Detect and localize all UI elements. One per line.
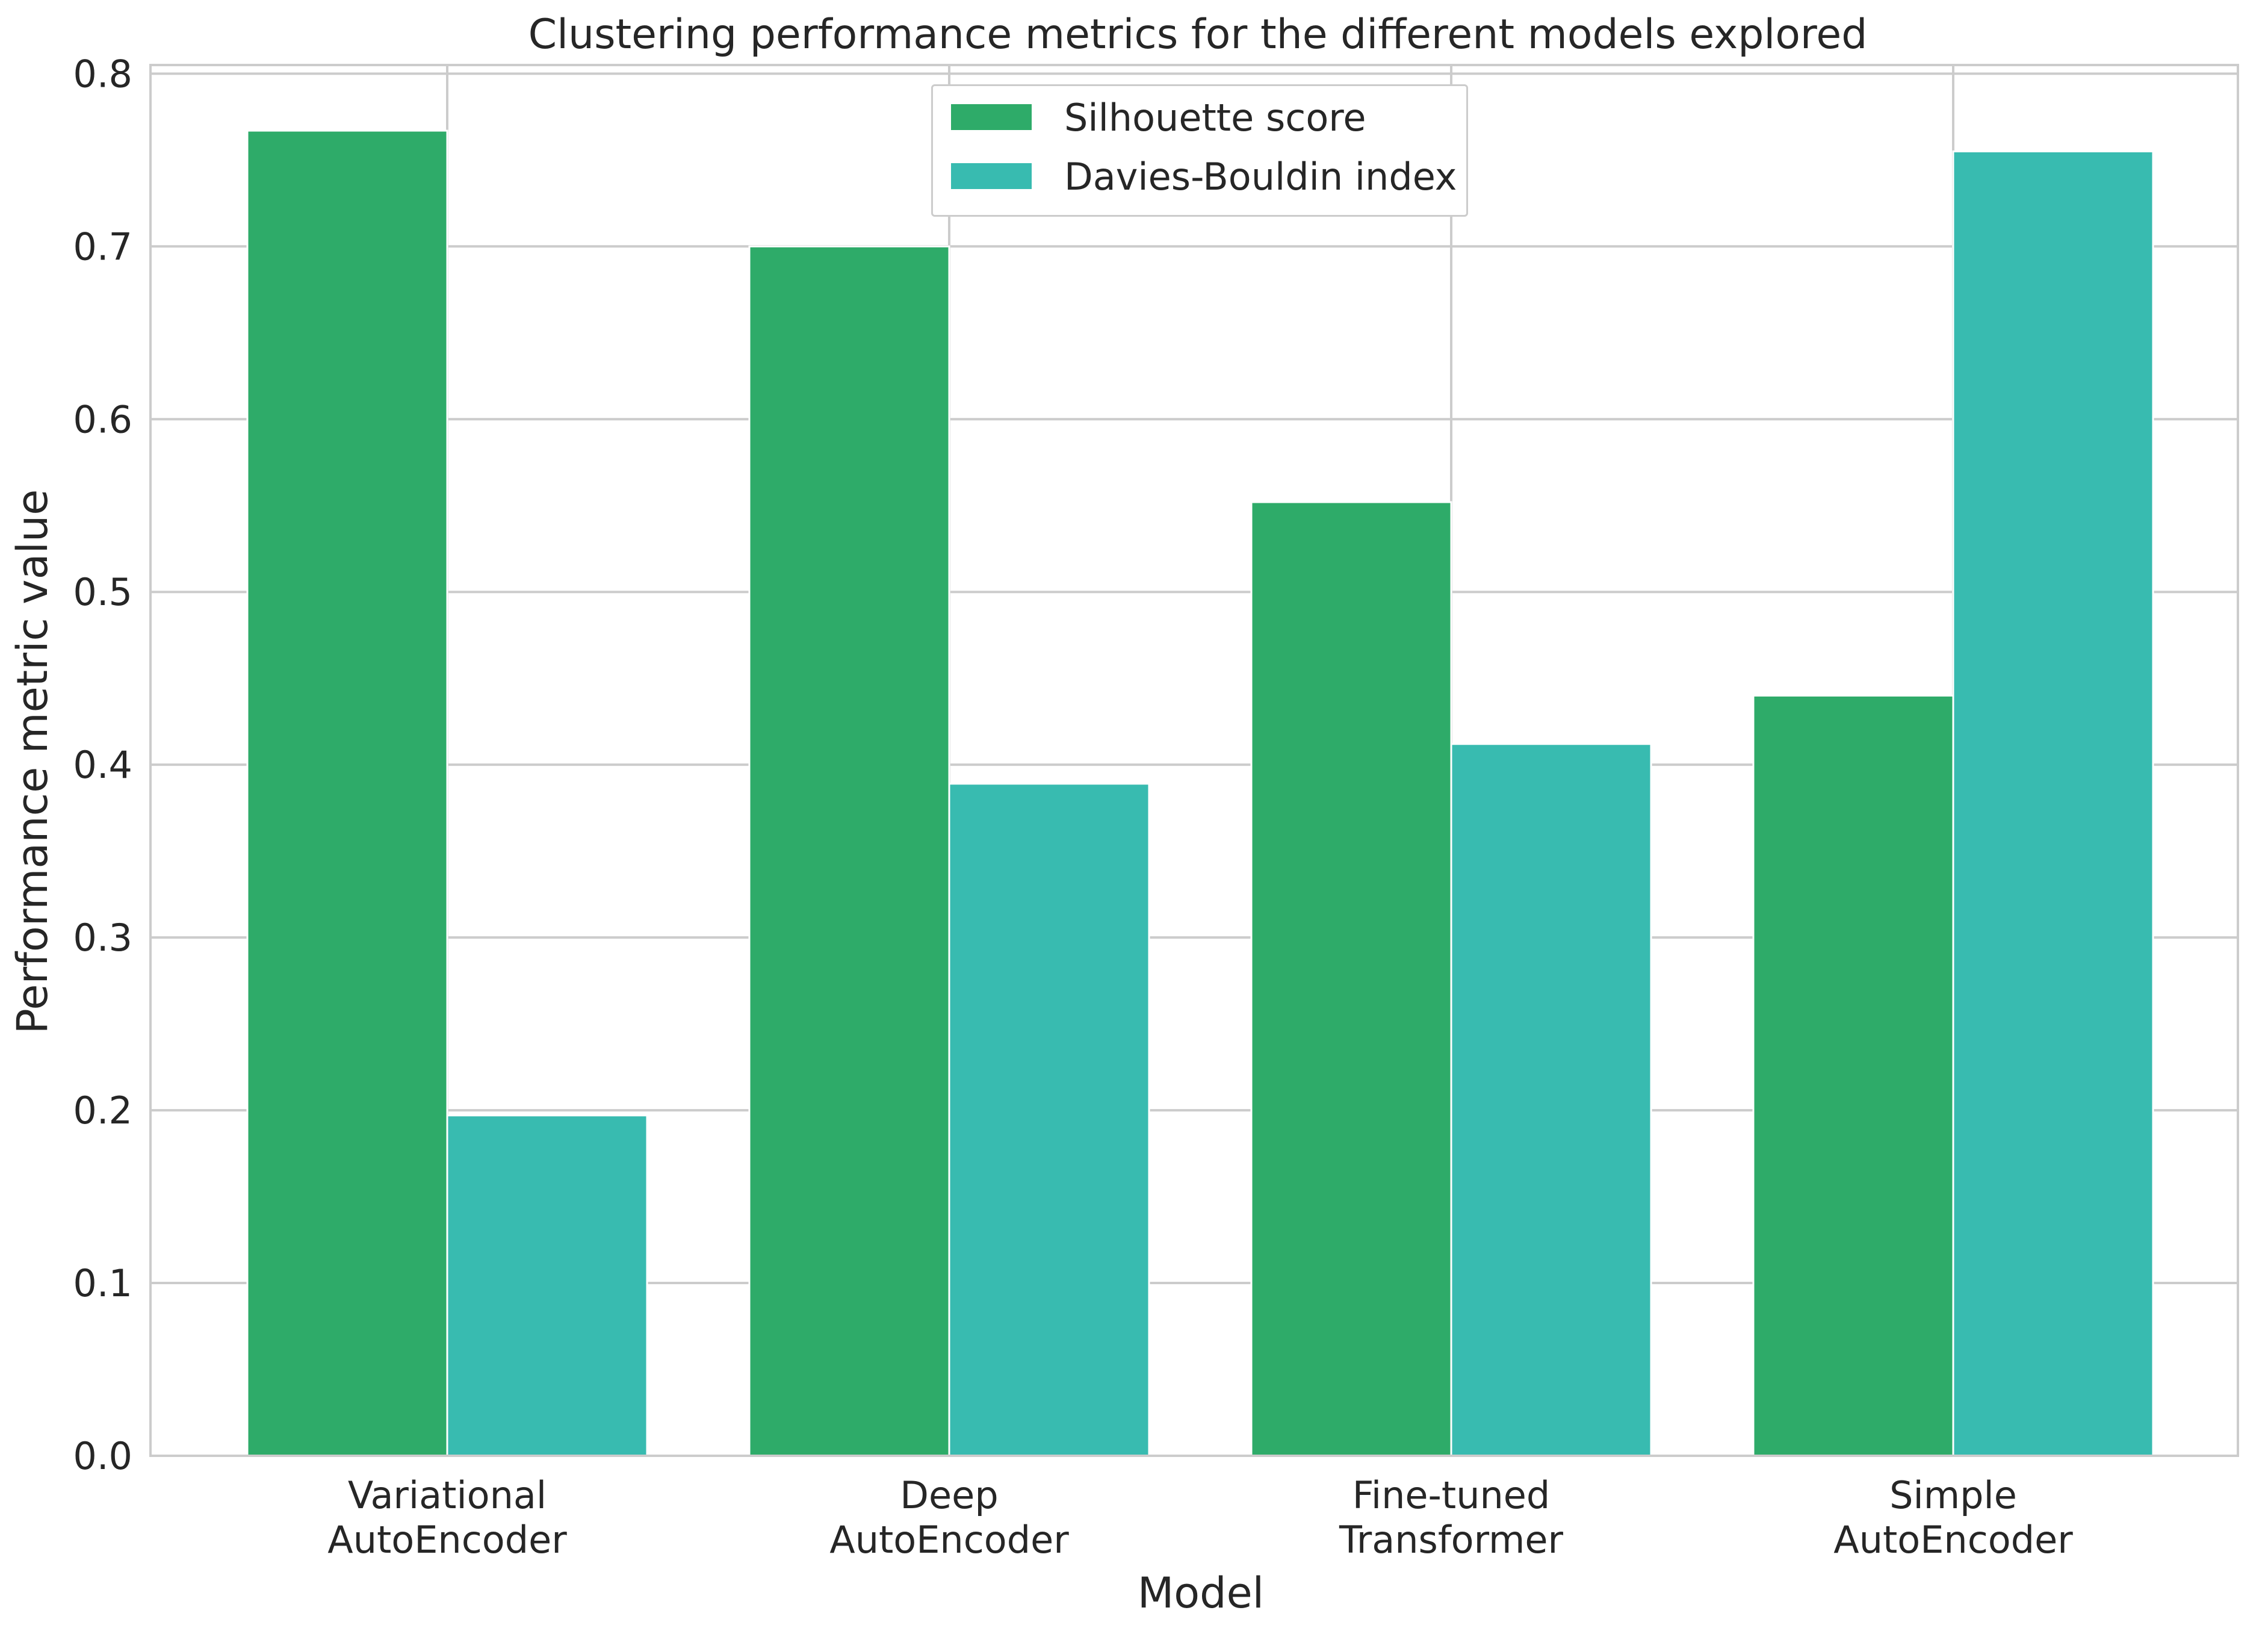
y-tick-label: 0.5 bbox=[73, 570, 132, 614]
bar-davies-bouldin-index bbox=[1952, 150, 2154, 1457]
x-axis-label: Model bbox=[1138, 1568, 1264, 1618]
y-tick-label: 0.2 bbox=[73, 1089, 132, 1132]
plot-frame bbox=[149, 64, 2239, 1457]
bar-davies-bouldin-index bbox=[1450, 743, 1652, 1457]
x-tick-label: Simple AutoEncoder bbox=[1833, 1473, 2073, 1562]
bar-silhouette-score bbox=[748, 245, 950, 1457]
y-tick-label: 0.6 bbox=[73, 397, 132, 441]
bar-silhouette-score bbox=[1250, 501, 1452, 1457]
x-tick-label: Variational AutoEncoder bbox=[327, 1473, 567, 1562]
y-tick-label: 0.7 bbox=[73, 225, 132, 269]
legend-swatch-davies-bouldin bbox=[951, 163, 1032, 189]
y-tick-labels: 0.0 0.1 0.2 0.3 0.4 0.5 0.6 0.7 0.8 bbox=[73, 52, 132, 1478]
legend-swatch-silhouette bbox=[951, 104, 1032, 130]
x-tick-labels: Variational AutoEncoder Deep AutoEncoder Fin… bbox=[327, 1473, 2073, 1562]
y-tick-label: 0.1 bbox=[73, 1261, 132, 1305]
bar-davies-bouldin-index bbox=[948, 783, 1150, 1457]
legend-item-silhouette: Silhouette score bbox=[933, 86, 1466, 146]
x-tick-label: Fine-tuned Transformer bbox=[1339, 1473, 1564, 1562]
y-tick-label: 0.0 bbox=[73, 1434, 132, 1478]
legend-label-davies-bouldin: Davies-Bouldin index bbox=[1064, 155, 1457, 199]
chart-title: Clustering performance metrics for the d… bbox=[528, 11, 1868, 58]
y-tick-label: 0.8 bbox=[73, 52, 132, 96]
legend-label-silhouette: Silhouette score bbox=[1064, 96, 1366, 140]
x-tick-label: Deep AutoEncoder bbox=[829, 1473, 1069, 1562]
legend-item-davies-bouldin: Davies-Bouldin index bbox=[933, 145, 1466, 205]
y-tick-label: 0.3 bbox=[73, 916, 132, 960]
y-axis-label: Performance metric value bbox=[8, 489, 57, 1034]
bars bbox=[246, 129, 2154, 1457]
legend: Silhouette score Davies-Bouldin index bbox=[931, 84, 1468, 217]
bar-silhouette-score bbox=[246, 129, 448, 1457]
y-tick-label: 0.4 bbox=[73, 743, 132, 787]
bar-silhouette-score bbox=[1752, 694, 1954, 1457]
bar-davies-bouldin-index bbox=[446, 1114, 648, 1457]
